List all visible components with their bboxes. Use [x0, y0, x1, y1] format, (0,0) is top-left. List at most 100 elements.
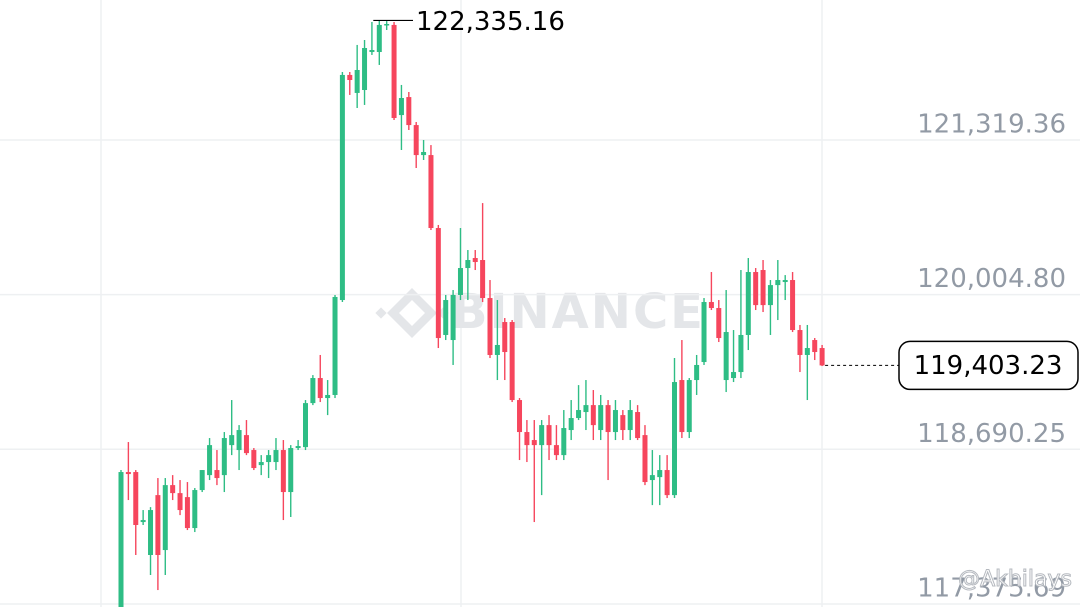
candle-body	[760, 270, 766, 306]
last-price-box	[898, 340, 1079, 391]
candle-body	[753, 272, 759, 306]
candle-body	[731, 372, 737, 379]
candle-body	[243, 435, 249, 454]
candle-body	[804, 348, 810, 355]
candle-body	[280, 450, 286, 493]
candle-body	[767, 285, 773, 306]
candle-body	[672, 382, 677, 496]
candle-body	[782, 280, 788, 283]
candle-body	[539, 425, 545, 446]
candle-body	[421, 152, 427, 156]
candle-body	[207, 445, 213, 476]
candle-body	[716, 308, 722, 339]
candle-body	[472, 258, 478, 263]
candle-body	[443, 300, 449, 335]
candle-body	[664, 470, 670, 496]
candle-body	[376, 24, 382, 53]
y-tick-label: 117,375.69	[917, 573, 1066, 603]
candle-body	[502, 322, 508, 353]
candle-body	[598, 405, 604, 431]
candle-body	[590, 405, 596, 426]
candle-body	[140, 520, 146, 523]
candle-body	[339, 74, 345, 301]
watermark: BINANCE	[451, 284, 705, 340]
last-price-label: 119,403.23	[914, 351, 1063, 381]
candle-body	[170, 485, 176, 494]
candle-body	[184, 497, 190, 529]
candle-body	[745, 272, 751, 335]
candle-body	[125, 472, 131, 475]
candle-body	[362, 48, 368, 91]
candle-body	[229, 435, 235, 446]
candle-body	[605, 405, 611, 433]
candle-body	[649, 475, 655, 481]
candle-body	[657, 470, 663, 478]
candle-body	[155, 495, 161, 555]
candle-body	[679, 380, 685, 433]
candle-body	[391, 24, 397, 119]
candle-body	[546, 425, 552, 446]
candle-body	[428, 155, 434, 229]
candle-body	[354, 70, 360, 93]
candle-body	[775, 280, 781, 286]
candle-body	[686, 380, 692, 433]
candle-body	[583, 405, 589, 413]
y-tick-label: 120,004.80	[917, 264, 1066, 294]
candle-body	[369, 50, 375, 53]
candle-body	[162, 485, 168, 551]
candle-body	[701, 302, 707, 363]
candle-body	[413, 125, 419, 156]
candle-body	[517, 400, 523, 433]
high-label: 122,335.16	[416, 7, 565, 37]
candle-body	[450, 294, 456, 341]
candle-body	[635, 412, 641, 439]
candle-body	[325, 394, 331, 399]
candle-body	[553, 445, 559, 456]
candle-body	[627, 410, 633, 431]
candle-body	[487, 298, 493, 355]
candle-body	[148, 510, 154, 555]
candle-body	[465, 260, 471, 269]
y-tick-label: 121,319.36	[917, 109, 1066, 139]
candle-body	[509, 322, 515, 401]
candle-body	[266, 455, 272, 463]
candle-body	[118, 472, 124, 607]
candle-body	[295, 446, 301, 449]
candle-body	[214, 470, 220, 479]
candle-body	[561, 428, 567, 456]
candle-body	[133, 472, 139, 525]
candle-body	[406, 97, 412, 126]
candle-body	[738, 334, 744, 373]
candle-body	[192, 490, 198, 529]
credit: @Akhilays	[958, 567, 1072, 592]
candle-body	[524, 432, 530, 446]
candle-body	[694, 364, 700, 381]
y-tick-label: 118,690.25	[917, 419, 1066, 449]
candle-body	[480, 260, 486, 299]
candle-body	[177, 493, 183, 511]
candle-body	[258, 462, 264, 466]
candle-body	[620, 415, 626, 431]
candle-body	[199, 470, 205, 491]
candle-body	[310, 378, 316, 404]
candle-body	[435, 228, 441, 339]
candle-body	[612, 410, 618, 433]
candle-body	[457, 268, 463, 295]
candle-body	[251, 450, 257, 469]
candle-body	[642, 435, 648, 483]
candle-body	[398, 98, 404, 116]
candle-body	[303, 403, 308, 448]
candle-body	[332, 296, 338, 395]
candle-body	[812, 340, 818, 353]
candle-body	[236, 430, 242, 451]
candle-body	[819, 348, 825, 366]
candle-body	[317, 378, 323, 399]
candle-body	[708, 302, 714, 309]
candle-body	[384, 24, 390, 26]
candle-body	[790, 280, 796, 331]
candle-body	[221, 438, 227, 476]
candle-body	[288, 448, 294, 493]
candle-body	[576, 410, 582, 419]
candle-body	[723, 332, 729, 381]
